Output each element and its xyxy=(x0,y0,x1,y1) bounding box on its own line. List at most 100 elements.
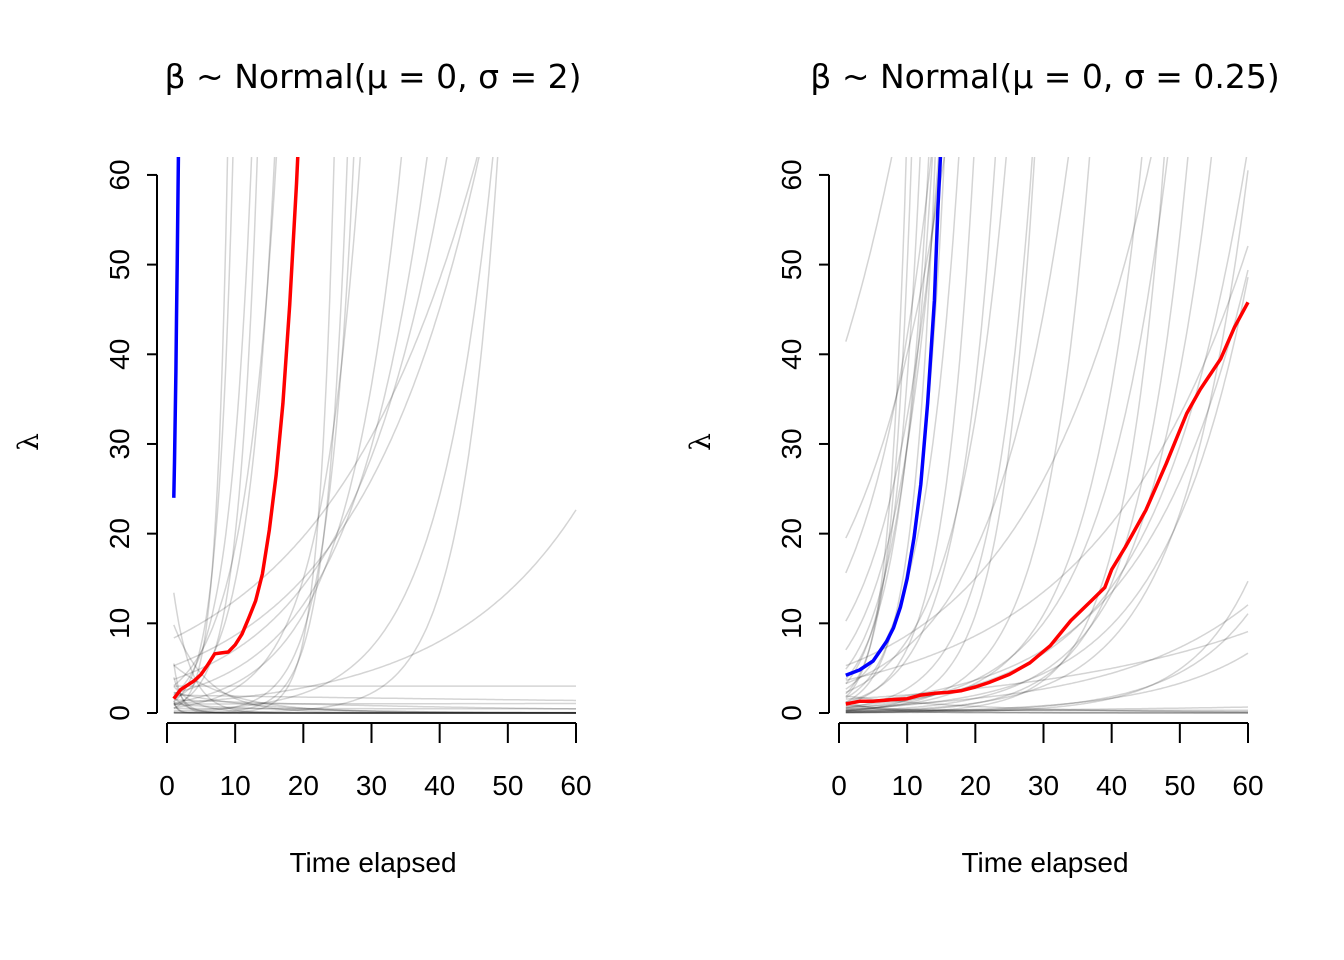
y-tick-label: 50 xyxy=(776,249,807,280)
chart-panel-left: β ~ Normal(μ = 0, σ = 2) Time elapsed λ … xyxy=(12,57,592,878)
prior-draw-line xyxy=(173,157,480,667)
x-tick-label: 20 xyxy=(288,770,319,801)
prior-draw-line xyxy=(173,157,448,681)
prior-draw-line xyxy=(845,157,1165,714)
prior-draw-line xyxy=(845,157,1091,712)
y-tick-label: 30 xyxy=(776,428,807,459)
x-tick-label: 40 xyxy=(1096,770,1127,801)
prior-draw-line xyxy=(173,700,576,714)
prior-draw-line xyxy=(173,157,499,714)
x-tick-label: 30 xyxy=(1028,770,1059,801)
prior-draw-line xyxy=(845,711,1248,714)
prior-draw-line xyxy=(173,157,403,704)
prior-draw-line xyxy=(173,677,576,714)
y-tick-label: 20 xyxy=(776,518,807,549)
prior-draw-line xyxy=(173,157,335,714)
prior-draw-line xyxy=(173,157,355,714)
prior-draw-line xyxy=(173,157,349,714)
prior-draw-line xyxy=(845,701,1248,714)
prior-draw-line xyxy=(173,157,494,712)
prior-draw-line xyxy=(845,613,1249,714)
x-tick-label: 20 xyxy=(960,770,991,801)
prior-draw-line xyxy=(845,157,1143,711)
prior-draw-line xyxy=(173,702,576,705)
prior-draw-line xyxy=(845,157,946,699)
prior-draw-line xyxy=(845,652,1249,713)
y-tick-label: 0 xyxy=(776,705,807,721)
prior-draw-line xyxy=(845,706,1249,712)
prior-draw-line xyxy=(845,157,1007,694)
x-tick-label: 10 xyxy=(892,770,923,801)
x-tick-label: 40 xyxy=(424,770,455,801)
prior-draw-line xyxy=(845,157,1152,667)
prior-draw-line xyxy=(173,157,259,707)
series-line-blue xyxy=(172,157,181,498)
x-axis-label: Time elapsed xyxy=(961,847,1128,878)
prior-draw-line xyxy=(845,157,941,622)
y-tick-label: 40 xyxy=(104,339,135,370)
x-tick-label: 50 xyxy=(1164,770,1195,801)
prior-draw-line xyxy=(845,157,1248,707)
x-tick-label: 0 xyxy=(159,770,175,801)
y-axis-label: λ xyxy=(12,433,45,451)
prior-draw-line xyxy=(845,604,1249,709)
x-tick-label: 60 xyxy=(1232,770,1263,801)
y-tick-label: 0 xyxy=(104,705,135,721)
prior-draw-line xyxy=(173,157,362,709)
y-tick-label: 40 xyxy=(776,339,807,370)
prior-draw-line xyxy=(845,157,907,698)
x-tick-label: 30 xyxy=(356,770,387,801)
prior-draw-line xyxy=(845,157,1189,713)
prior-draw-line xyxy=(845,157,930,680)
prior-draw-line xyxy=(173,157,478,639)
prior-draw-line xyxy=(173,157,276,700)
series-line-blue xyxy=(845,157,943,677)
prior-draw-line xyxy=(845,170,1249,713)
prior-draw-line xyxy=(845,157,934,670)
prior-draw-line xyxy=(845,157,997,704)
prior-draw-line xyxy=(845,276,1249,710)
prior-draw-line xyxy=(173,157,234,703)
y-axis-label: λ xyxy=(684,433,717,451)
prior-draw-line xyxy=(173,703,577,714)
prior-draw-line xyxy=(845,157,1034,709)
prior-draw-line xyxy=(173,711,576,714)
series-line-red xyxy=(172,157,300,700)
y-tick-label: 10 xyxy=(104,608,135,639)
prior-draw-line xyxy=(845,704,1248,714)
prior-draw-line xyxy=(845,157,921,685)
prior-draw-line xyxy=(173,664,576,714)
x-axis-label: Time elapsed xyxy=(289,847,456,878)
prior-draw-line xyxy=(173,685,576,714)
x-tick-label: 50 xyxy=(492,770,523,801)
prior-draw-line xyxy=(845,157,975,705)
prior-draw-line xyxy=(173,663,576,714)
y-tick-label: 50 xyxy=(104,249,135,280)
prior-draw-line xyxy=(173,592,576,714)
y-tick-label: 60 xyxy=(776,159,807,190)
y-tick-label: 60 xyxy=(104,159,135,190)
prior-draw-line xyxy=(845,630,1249,700)
prior-draw-line xyxy=(173,691,576,714)
prior-draw-line xyxy=(845,157,1070,685)
prior-draw-line xyxy=(173,694,576,702)
plot-area xyxy=(172,157,577,714)
prior-draw-line xyxy=(845,157,1213,712)
chart-title: β ~ Normal(μ = 0, σ = 0.25) xyxy=(810,57,1279,96)
chart-panel-right: β ~ Normal(μ = 0, σ = 0.25) Time elapsed… xyxy=(684,57,1280,878)
prior-draw-line xyxy=(845,707,1248,713)
prior-draw-line xyxy=(173,509,577,705)
x-tick-label: 0 xyxy=(831,770,847,801)
prior-draw-line xyxy=(173,699,576,710)
prior-draw-line xyxy=(845,157,1169,709)
x-tick-label: 60 xyxy=(560,770,591,801)
plot-area xyxy=(845,157,1250,714)
prior-draw-line xyxy=(845,157,960,690)
y-tick-label: 30 xyxy=(104,428,135,459)
prior-draw-line xyxy=(173,624,576,714)
x-tick-label: 10 xyxy=(220,770,251,801)
prior-draw-line xyxy=(845,157,936,703)
prior-draw-line xyxy=(173,157,253,696)
prior-draw-line xyxy=(173,702,576,714)
